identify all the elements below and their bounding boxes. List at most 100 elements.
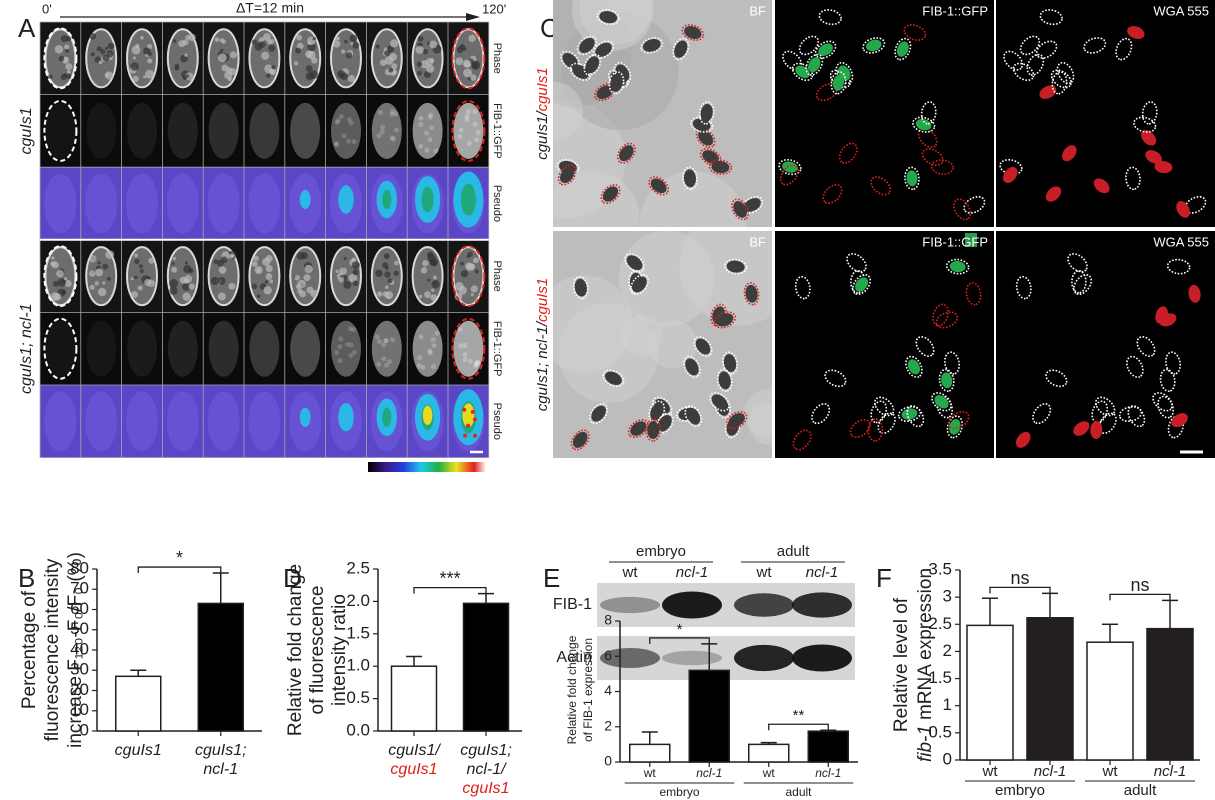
embryo bbox=[412, 320, 443, 377]
egg bbox=[630, 421, 647, 436]
texture bbox=[137, 285, 143, 291]
embryo bbox=[249, 320, 280, 377]
texture bbox=[472, 257, 479, 264]
embryo bbox=[331, 102, 361, 159]
nucleus bbox=[352, 349, 358, 355]
egg-outline bbox=[1026, 53, 1045, 76]
egg bbox=[647, 421, 660, 440]
texture bbox=[89, 284, 95, 290]
nucleus bbox=[457, 326, 463, 332]
bar bbox=[390, 665, 438, 732]
texture bbox=[139, 269, 144, 274]
texture bbox=[466, 262, 475, 272]
embryo bbox=[127, 320, 157, 377]
significance-label: * bbox=[176, 548, 183, 568]
egg bbox=[604, 371, 622, 386]
texture bbox=[63, 277, 68, 281]
nucleus bbox=[338, 336, 344, 342]
egg-outline bbox=[1003, 50, 1024, 71]
texture bbox=[376, 291, 383, 297]
gfp-image bbox=[121, 94, 163, 168]
group-label: adult bbox=[785, 785, 812, 799]
egg bbox=[650, 178, 667, 194]
texture bbox=[352, 41, 360, 49]
texture bbox=[352, 280, 359, 287]
gfp-image bbox=[325, 94, 367, 168]
y-axis-label: Relative fold change bbox=[285, 564, 306, 736]
nucleus bbox=[381, 342, 387, 348]
egg-outline bbox=[1127, 405, 1146, 428]
egg-signal bbox=[1159, 313, 1177, 327]
egg-signal bbox=[1045, 186, 1062, 202]
strain-part: cguIs1 bbox=[534, 278, 551, 322]
egg-outline bbox=[570, 429, 590, 451]
x-tick-label: ncl-1 bbox=[815, 766, 841, 780]
bar bbox=[1086, 641, 1134, 761]
nucleus bbox=[393, 127, 399, 133]
nucleus bbox=[434, 330, 440, 336]
strain-label: cguIs1; ncl-1 bbox=[18, 303, 35, 394]
egg-outline bbox=[1051, 71, 1068, 95]
texture bbox=[183, 265, 192, 274]
nucleus bbox=[420, 364, 426, 370]
lane-label: ncl-1 bbox=[806, 564, 839, 581]
embryo bbox=[453, 320, 484, 377]
y-tick-label: 3.5 bbox=[928, 559, 952, 578]
gfp-image bbox=[162, 312, 204, 385]
egg bbox=[595, 42, 612, 57]
nucleus bbox=[345, 341, 351, 347]
embryo bbox=[85, 173, 118, 234]
y-tick-label: 0.5 bbox=[346, 688, 370, 707]
egg-outline bbox=[906, 405, 925, 428]
egg bbox=[733, 201, 747, 218]
y-axis-label: of FIB-1 expression bbox=[581, 638, 595, 742]
embryo bbox=[85, 391, 118, 452]
texture bbox=[416, 61, 423, 67]
egg bbox=[619, 145, 634, 162]
time-label: 0' bbox=[42, 1, 52, 16]
egg bbox=[591, 405, 606, 422]
egg-signal bbox=[818, 43, 833, 57]
texture bbox=[221, 256, 228, 263]
significance-label: *** bbox=[439, 568, 460, 588]
embryo bbox=[126, 246, 158, 307]
nucleus bbox=[393, 111, 399, 117]
texture bbox=[50, 292, 60, 301]
nucleus bbox=[433, 148, 439, 154]
nucleus bbox=[348, 342, 354, 348]
embryo bbox=[208, 102, 239, 159]
texture bbox=[424, 291, 431, 299]
texture bbox=[425, 64, 435, 73]
bg-patch bbox=[639, 171, 746, 227]
texture bbox=[143, 75, 147, 79]
signal bbox=[472, 417, 477, 422]
embryo bbox=[127, 102, 157, 159]
texture bbox=[266, 73, 271, 78]
texture bbox=[429, 40, 438, 49]
egg-outline bbox=[681, 24, 705, 41]
egg-outline bbox=[963, 196, 986, 214]
image-bg bbox=[775, 0, 994, 227]
texture bbox=[305, 65, 313, 72]
gfp-image bbox=[121, 312, 163, 385]
egg-outline bbox=[709, 392, 730, 412]
band bbox=[792, 592, 852, 618]
texture bbox=[470, 74, 477, 81]
egg-outline bbox=[870, 400, 888, 424]
texture bbox=[104, 71, 114, 80]
nucleus bbox=[462, 357, 468, 363]
egg-outline bbox=[589, 403, 609, 425]
texture bbox=[171, 266, 178, 273]
egg-outline bbox=[846, 253, 867, 273]
y-tick-label: 60 bbox=[70, 599, 89, 618]
y-tick-label: 8 bbox=[604, 612, 612, 628]
texture bbox=[420, 267, 428, 274]
egg-signal bbox=[832, 74, 845, 91]
nucleus bbox=[458, 127, 464, 133]
band bbox=[600, 648, 660, 668]
egg-outline bbox=[560, 50, 581, 71]
texture bbox=[422, 48, 429, 55]
egg-outline bbox=[867, 418, 884, 442]
strain-label: cguIs1/cguIs1 bbox=[534, 67, 551, 160]
